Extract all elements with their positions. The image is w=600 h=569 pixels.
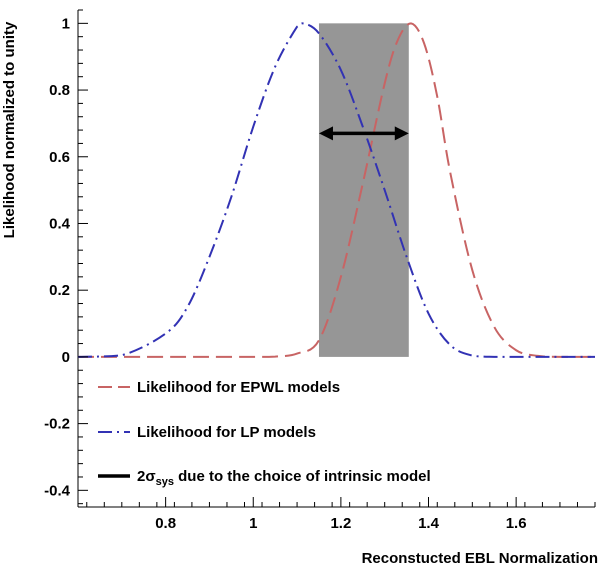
series-layer xyxy=(77,22,595,358)
y-tick-label: -0.4 xyxy=(44,482,71,499)
legend-label-sigma-main: 2σ xyxy=(137,468,156,485)
legend-label-sigma-rest: due to the choice of intrinsic model xyxy=(174,468,431,485)
legend: Likelihood for EPWL models Likelihood fo… xyxy=(98,379,431,488)
y-tick-label: 0.6 xyxy=(49,149,70,166)
series-line-lp xyxy=(77,22,595,358)
x-axis-title: Reconstucted EBL Normalization xyxy=(362,550,598,567)
y-tick-label: 0.2 xyxy=(49,282,70,299)
x-tick-label: 1.6 xyxy=(506,515,527,532)
y-axis-title: Likelihood normalized to unity xyxy=(1,21,18,238)
legend-label-sigma: 2σsys due to the choice of intrinsic mod… xyxy=(137,468,431,488)
arrow-layer xyxy=(318,126,409,141)
x-tick-label: 1.4 xyxy=(418,515,440,532)
legend-item-epwl: Likelihood for EPWL models xyxy=(98,379,340,396)
plot-frame xyxy=(77,10,595,508)
y-tick-label: 1 xyxy=(62,15,70,32)
legend-item-lp: Likelihood for LP models xyxy=(98,424,316,441)
x-tick-label: 1 xyxy=(249,515,257,532)
y-tick-label: 0 xyxy=(62,349,70,366)
legend-label-epwl: Likelihood for EPWL models xyxy=(137,379,340,396)
y-tick-label: -0.2 xyxy=(44,416,70,433)
x-tick-label: 0.8 xyxy=(155,515,176,532)
legend-item-sigma: 2σsys due to the choice of intrinsic mod… xyxy=(98,468,431,488)
sigma-arrow-head-left xyxy=(318,126,333,141)
y-tick-label: 0.4 xyxy=(49,215,71,232)
legend-label-sigma-sub: sys xyxy=(156,476,174,488)
tick-layer: -0.4 -0.2 0 0.2 0.4 0.6 0.8 1 0.8 1 1.2 1.4 1.6 xyxy=(44,9,596,532)
x-tick-label: 1.2 xyxy=(330,515,351,532)
legend-label-lp: Likelihood for LP models xyxy=(137,424,316,441)
y-tick-label: 0.8 xyxy=(49,82,70,99)
sigma-arrow-head-right xyxy=(394,126,409,141)
